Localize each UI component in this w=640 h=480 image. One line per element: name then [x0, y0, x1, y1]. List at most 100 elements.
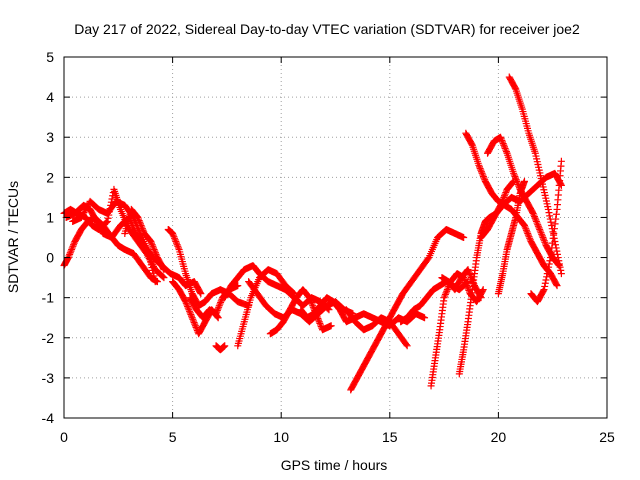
data-point: [443, 287, 451, 295]
data-point: [534, 222, 542, 230]
data-point: [188, 314, 196, 322]
data-point: [543, 270, 551, 278]
data-point: [464, 285, 472, 293]
data-point: [184, 302, 192, 310]
data-point: [475, 161, 483, 169]
data-point: [465, 267, 473, 275]
data-point: [184, 304, 192, 312]
data-point: [463, 282, 471, 290]
data-point: [189, 315, 197, 323]
data-point: [307, 298, 315, 306]
data-point: [136, 218, 144, 226]
y-tick-label: 5: [46, 49, 54, 65]
data-point: [479, 171, 487, 179]
data-point: [308, 300, 316, 308]
data-point: [544, 205, 552, 213]
data-point: [555, 257, 563, 265]
data-point: [511, 84, 519, 92]
y-tick-label: -2: [42, 330, 55, 346]
data-point: [189, 317, 197, 325]
data-point: [68, 246, 76, 254]
data-points: [60, 73, 565, 394]
series-track-26: [438, 266, 485, 302]
data-point: [557, 180, 565, 188]
data-point: [546, 212, 554, 220]
data-point: [552, 241, 560, 249]
plot-frame: [63, 56, 608, 419]
data-point: [499, 138, 507, 146]
data-point: [441, 292, 449, 300]
data-point: [190, 319, 198, 327]
data-point: [305, 294, 313, 302]
data-point: [540, 235, 548, 243]
data-point: [553, 282, 561, 290]
data-point: [500, 193, 508, 201]
data-point: [152, 250, 160, 258]
data-point: [530, 211, 538, 219]
data-point: [149, 244, 157, 252]
data-point: [500, 192, 508, 200]
data-point: [138, 225, 146, 233]
data-point: [217, 298, 225, 306]
data-point: [533, 219, 541, 227]
data-point: [191, 322, 199, 330]
data-point: [548, 244, 556, 252]
data-point: [497, 135, 505, 143]
data-point: [531, 214, 539, 222]
data-point: [327, 322, 335, 330]
data-point: [462, 280, 470, 288]
data-point: [182, 299, 190, 307]
data-point: [289, 289, 297, 297]
series-track-20: [462, 129, 561, 290]
data-point: [557, 157, 565, 165]
data-point: [540, 286, 548, 294]
data-point: [524, 231, 532, 239]
data-point: [169, 229, 177, 237]
data-point: [139, 226, 147, 234]
data-point: [135, 217, 143, 225]
data-point: [148, 241, 156, 249]
y-tick-label: 4: [46, 89, 54, 105]
data-point: [191, 320, 199, 328]
data-point: [468, 140, 476, 148]
data-point: [532, 217, 540, 225]
data-point: [469, 278, 477, 286]
data-point: [173, 239, 181, 247]
data-point: [550, 225, 558, 233]
data-point: [524, 229, 532, 237]
data-point: [170, 233, 178, 241]
data-point: [520, 177, 528, 185]
x-tick-label: 15: [382, 429, 398, 445]
data-point: [440, 294, 448, 302]
data-point: [69, 242, 77, 250]
data-point: [544, 266, 552, 274]
data-point: [214, 313, 222, 321]
data-point: [500, 143, 508, 151]
data-point: [234, 282, 242, 290]
data-point: [186, 309, 194, 317]
data-point: [103, 218, 111, 226]
data-point: [174, 244, 182, 252]
data-point: [539, 234, 547, 241]
data-point: [468, 275, 476, 283]
data-point: [214, 314, 222, 322]
data-point: [552, 280, 560, 288]
data-point: [499, 197, 507, 205]
data-point: [103, 217, 111, 225]
data-point: [545, 260, 553, 268]
data-point: [460, 234, 468, 241]
data-point: [442, 289, 450, 297]
data-point: [546, 257, 554, 265]
data-point: [160, 274, 168, 282]
y-tick-labels: -4 -3 -2 -1 0 1 2 3 4 5: [42, 49, 55, 426]
series-track-23: [527, 157, 565, 306]
data-point: [212, 310, 220, 318]
data-point: [510, 169, 518, 177]
data-point: [476, 292, 484, 300]
data-point: [521, 223, 529, 231]
data-point: [148, 239, 156, 247]
data-point: [498, 136, 506, 144]
data-point: [551, 220, 559, 228]
data-point: [466, 270, 474, 278]
